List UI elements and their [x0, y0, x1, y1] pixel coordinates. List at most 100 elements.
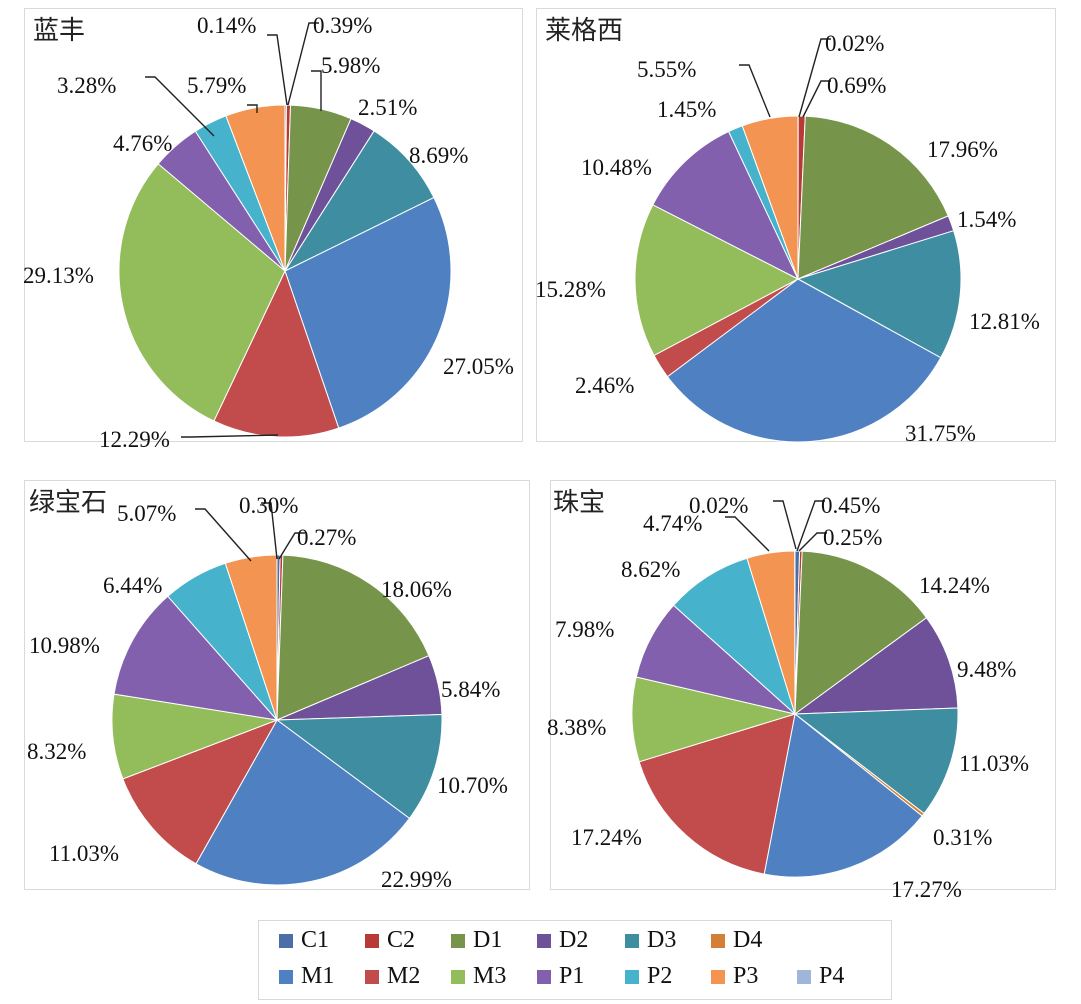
legend-item-p3: P3 — [711, 963, 758, 990]
leader-line — [725, 516, 770, 552]
legend-label: P1 — [559, 963, 585, 989]
legend-swatch — [537, 969, 551, 984]
data-label-p1: 10.48% — [581, 155, 652, 180]
legend-item-d3: D3 — [625, 927, 676, 954]
pie-slice-d1 — [797, 115, 949, 280]
legend-swatch — [711, 933, 725, 948]
legend-label: P4 — [819, 963, 845, 989]
data-label-p2: 3.28% — [57, 73, 116, 98]
legend-item-d1: D1 — [451, 927, 502, 954]
data-label-c2: 0.27% — [297, 525, 356, 550]
chart-title: 莱格西 — [545, 16, 623, 46]
pie-slice-m1 — [195, 719, 411, 886]
legend-item-m2: M2 — [365, 963, 420, 990]
legend-label: D4 — [733, 927, 763, 953]
data-label-m1: 31.75% — [905, 421, 976, 446]
pie-slice-m1 — [284, 196, 452, 429]
legend-label: M3 — [473, 963, 507, 989]
data-label-d2: 1.54% — [957, 207, 1016, 232]
data-label-c1: 0.02% — [825, 31, 884, 56]
leader-line — [278, 532, 305, 560]
legend-swatch — [365, 933, 379, 948]
leader-line — [773, 500, 797, 550]
data-label-m2: 12.29% — [99, 427, 170, 452]
pie-slice-m3 — [634, 204, 800, 357]
data-label-d1: 5.98% — [321, 53, 380, 78]
data-label-c1: 0.14% — [197, 13, 256, 38]
pie-chart-panel-1: 蓝丰 0.14% 0.39% 5.98% 2.51% 8.69% 27.05% 12.29% 2… — [23, 8, 523, 452]
leader-line — [796, 500, 825, 552]
pie-slice-d2 — [793, 616, 959, 715]
pie-chart-4: 珠宝 0.45% 0.25% 14.24% 9.48% 11.03% 0.31% 17.27%… — [547, 488, 1029, 902]
legend-label: M1 — [301, 963, 335, 989]
legend-label: P2 — [647, 963, 673, 989]
legend-item-c2: C2 — [365, 927, 415, 954]
data-label-d4: 0.31% — [933, 825, 992, 850]
pie-slice-m1 — [666, 278, 942, 443]
legend-swatch — [797, 969, 811, 984]
pie-slice-m2 — [213, 269, 340, 438]
data-label-c1: 0.30% — [239, 493, 298, 518]
legend-label: D2 — [559, 927, 589, 953]
leader-line — [287, 22, 319, 106]
data-label-d3: 12.81% — [969, 309, 1040, 334]
leader-line — [145, 76, 215, 137]
data-label-c2: 0.39% — [313, 13, 372, 38]
pie-slice-m2 — [122, 719, 279, 865]
data-label-p3: 4.74% — [643, 511, 702, 536]
legend-label: M2 — [387, 963, 421, 989]
leader-line — [739, 64, 771, 118]
chart-title: 蓝丰 — [33, 16, 85, 46]
data-label-d3: 10.70% — [437, 773, 508, 798]
data-label-p3: 5.79% — [187, 73, 246, 98]
leader-line — [181, 434, 279, 438]
data-label-m1: 27.05% — [443, 354, 514, 379]
pie-slice-m3 — [631, 676, 797, 763]
legend-item-m1: M1 — [279, 963, 334, 990]
data-label-m3: 29.13% — [23, 263, 94, 288]
legend-item-c1: C1 — [279, 927, 329, 954]
pie-slice-p3 — [741, 115, 799, 280]
data-label-p3: 5.07% — [117, 501, 176, 526]
chart-legend: C1 C2 D1 D2 D3 D4 M1 M2 M3 P1 P2 P3 P4 — [258, 920, 892, 1000]
leader-line — [267, 34, 288, 106]
data-label-p2: 8.62% — [621, 557, 680, 582]
data-label-d3: 8.69% — [409, 143, 468, 168]
leader-line — [261, 502, 278, 560]
legend-swatch — [451, 933, 465, 948]
data-label-c2: 0.69% — [827, 73, 886, 98]
leader-line — [798, 532, 827, 552]
leader-line — [802, 80, 831, 118]
data-label-p1: 10.98% — [29, 633, 100, 658]
leader-line — [195, 508, 252, 562]
data-label-d2: 9.48% — [957, 657, 1016, 682]
data-label-m1: 22.99% — [381, 867, 452, 892]
legend-swatch — [365, 969, 379, 984]
leader-line — [798, 38, 831, 118]
pie-chart-panel-3: 绿宝石 0.30% 0.27% 18.06% 5.84% 10.70% 22.99% 11.0… — [24, 480, 530, 892]
data-label-m2: 2.46% — [575, 373, 634, 398]
chart-title: 珠宝 — [553, 488, 605, 518]
pie-slice-p1 — [652, 130, 800, 281]
chart-title: 绿宝石 — [29, 488, 107, 518]
legend-label: D3 — [647, 927, 677, 953]
legend-label: D1 — [473, 927, 503, 953]
data-label-c2: 0.25% — [823, 525, 882, 550]
pie-slice-m3 — [118, 163, 286, 422]
legend-label: C2 — [387, 927, 416, 953]
pie-slice-p3 — [225, 104, 286, 272]
pie-slice-m1 — [763, 713, 923, 878]
legend-item-m3: M3 — [451, 963, 506, 990]
pie-slice-d3 — [275, 713, 443, 820]
legend-swatch — [625, 933, 639, 948]
data-label-m3: 15.28% — [535, 277, 606, 302]
data-label-d2: 5.84% — [441, 677, 500, 702]
pie-slice-d3 — [793, 707, 959, 815]
legend-item-p2: P2 — [625, 963, 672, 990]
legend-swatch — [711, 969, 725, 984]
pie-slice-d3 — [283, 130, 435, 273]
data-label-p1: 4.76% — [113, 131, 172, 156]
data-label-p2: 6.44% — [103, 573, 162, 598]
legend-swatch — [279, 969, 293, 984]
pie-slice-p2 — [672, 557, 797, 716]
